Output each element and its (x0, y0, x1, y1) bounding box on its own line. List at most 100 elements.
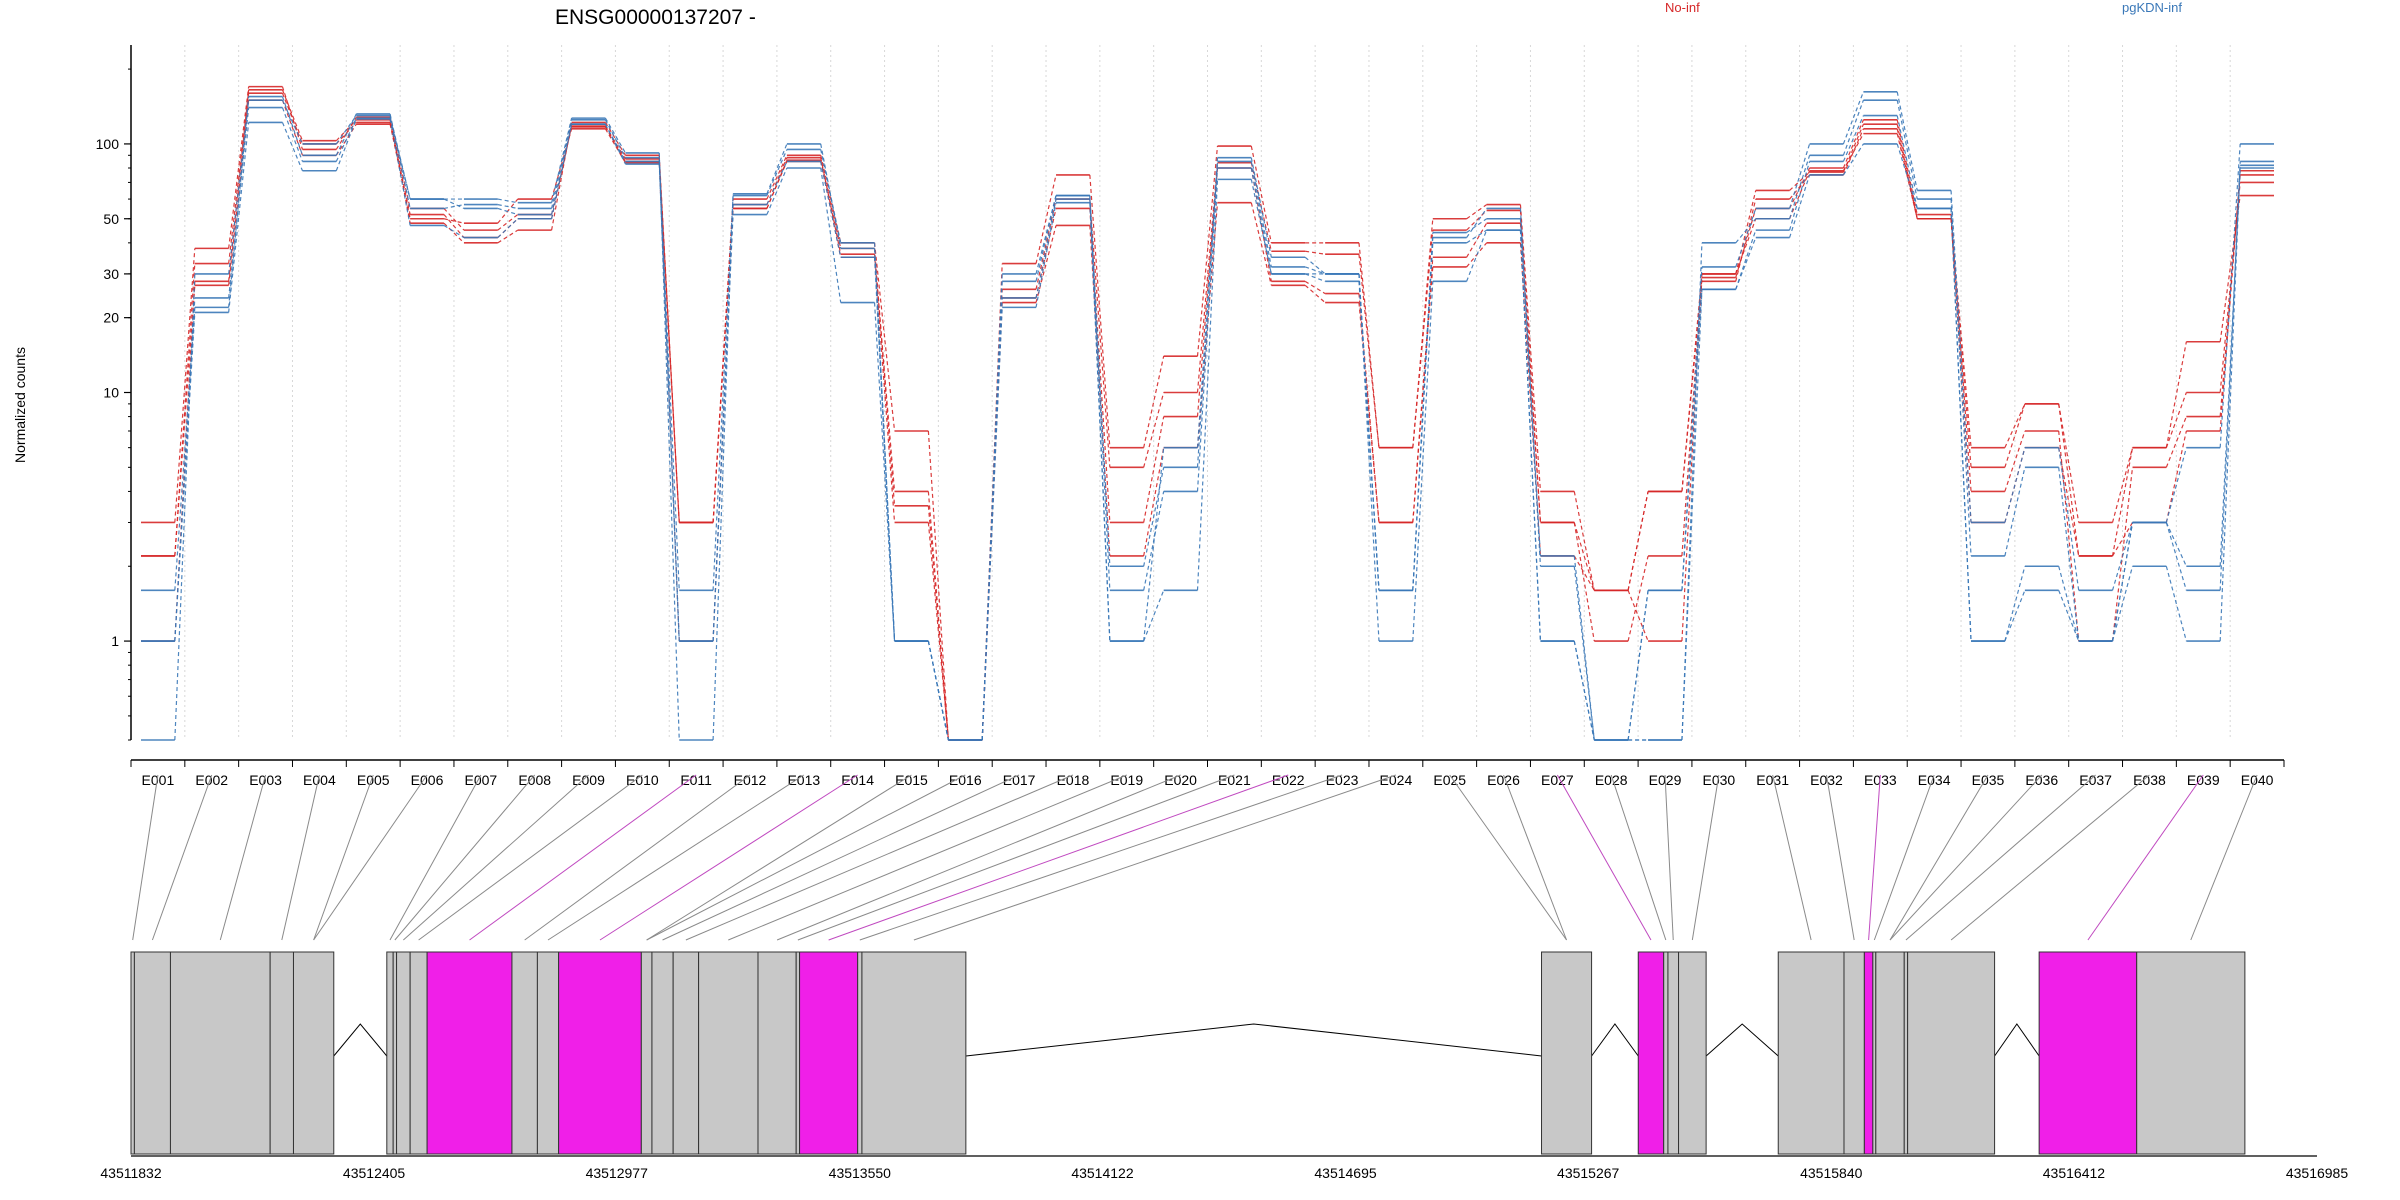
series-connector (1788, 161, 1811, 231)
series-connector (174, 248, 196, 523)
series-connector (1304, 273, 1326, 282)
exon-mapping-line (2190, 774, 2258, 941)
series-connector (820, 149, 842, 243)
series-connector (1896, 143, 1918, 209)
series-connector (1735, 218, 1757, 244)
series-connector (443, 204, 465, 210)
series-connector (335, 113, 357, 156)
exon-box (1663, 951, 1669, 1155)
series-connector (2219, 165, 2241, 642)
coordinate-label: 43514122 (1071, 1165, 1134, 1181)
legend-label-pgkdn-inf: pgKDN-inf (2122, 0, 2182, 15)
series-connector (2111, 467, 2134, 642)
series-connector (2165, 392, 2187, 448)
series-connector (1466, 229, 1488, 282)
x-tick-label: E017 (1003, 772, 1036, 788)
series-connector (1304, 280, 1326, 295)
exon-mapping-line (1503, 774, 1568, 941)
series-connector (2058, 447, 2080, 591)
series-connector (2111, 522, 2134, 642)
exon-mapping-line (776, 774, 1181, 941)
series-connector (2111, 447, 2134, 557)
series-connector (1789, 174, 1811, 238)
exon-mapping-line (313, 774, 428, 941)
x-tick-label: E027 (1541, 772, 1574, 788)
series-connector (1573, 522, 1595, 642)
series-connector (927, 640, 949, 741)
series-connector (1627, 555, 1649, 642)
series-connector (1196, 162, 1219, 393)
exon-box (698, 951, 759, 1155)
coordinate-label: 43515267 (1557, 1165, 1620, 1181)
series-connector (497, 198, 518, 204)
series-connector (335, 117, 357, 162)
x-tick-label: E001 (142, 772, 175, 788)
series-connector (1573, 566, 1595, 741)
series-connector (712, 195, 734, 591)
exon-box (130, 951, 135, 1155)
series-connector (551, 124, 573, 215)
series-connector (2004, 403, 2026, 448)
series-connector (1196, 146, 1219, 357)
series-connector (1842, 99, 1864, 156)
coordinate-label: 43513550 (829, 1165, 892, 1181)
series-connector (335, 122, 357, 145)
exon-box (757, 951, 797, 1155)
series-connector (2004, 467, 2026, 557)
series-connector (389, 122, 411, 215)
x-tick-label: E020 (1164, 772, 1197, 788)
series-connector (1304, 256, 1326, 275)
series-connector (281, 122, 304, 171)
series-connector (2165, 566, 2187, 642)
y-axis-label: Normalized counts (12, 347, 28, 463)
intron-line (1705, 1023, 1779, 1057)
series-connector (820, 167, 842, 303)
x-tick-label: E008 (518, 772, 551, 788)
series-connector (1250, 179, 1272, 275)
series-connector (1143, 416, 1165, 523)
exon-box (2136, 951, 2246, 1155)
series-connector (2004, 447, 2026, 523)
series-connector (551, 124, 573, 219)
series-connector (443, 198, 465, 210)
series-connector (1681, 289, 1703, 741)
exon-mapping-line (1889, 774, 1989, 941)
exon-box-highlighted (1637, 951, 1665, 1155)
series-connector (1304, 284, 1326, 304)
series-connector (1466, 229, 1487, 244)
series-connector (443, 218, 465, 224)
series-connector (766, 149, 788, 196)
exon-mapping-line (1950, 774, 2150, 941)
series-connector (281, 107, 304, 162)
x-tick-label: E035 (1972, 772, 2005, 788)
exon-mapping-line (1556, 774, 1652, 941)
series-connector (1143, 467, 1165, 567)
chart-title: ENSG00000137207 - (555, 6, 756, 29)
exon-mapping-line (1825, 774, 1855, 941)
series-connector (228, 122, 250, 313)
series-connector (2058, 467, 2080, 642)
exon-mapping-line (1664, 774, 1674, 941)
exon-mapping-line (394, 774, 536, 941)
series-connector (1412, 257, 1434, 523)
exon-box (1777, 951, 1845, 1155)
exon-box (672, 951, 700, 1155)
exon-box-highlighted (1863, 951, 1874, 1155)
x-tick-label: E003 (249, 772, 282, 788)
series-connector (1519, 230, 1542, 642)
series-connector (873, 248, 896, 506)
series-connector (766, 161, 788, 205)
grid-lines (184, 45, 2231, 740)
axes: 1 10 20 30 50 100 E001 E002 E003 E004 E005 E006 E007… (96, 45, 2285, 788)
series-connector (2111, 447, 2134, 523)
legend-label-no-inf: No-inf (1665, 0, 1700, 15)
exon-mapping-line (313, 774, 374, 941)
x-tick-label: E024 (1380, 772, 1413, 788)
series-connector (1305, 250, 1326, 255)
series-connector (927, 430, 949, 741)
series-connector (820, 157, 842, 255)
exon-mapping-line (728, 774, 1127, 941)
series-connector (389, 113, 411, 209)
series-connector (1950, 208, 1972, 642)
series-connector (228, 100, 250, 274)
